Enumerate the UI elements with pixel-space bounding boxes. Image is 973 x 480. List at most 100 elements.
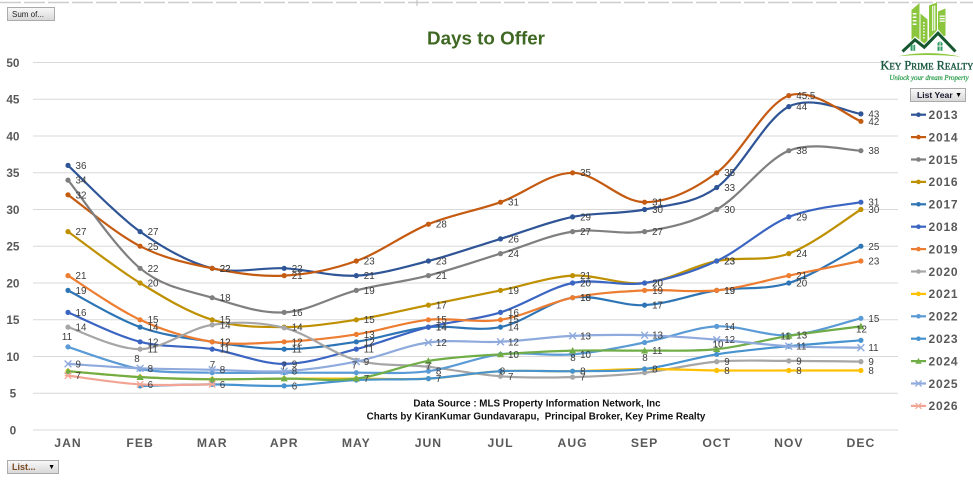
svg-text:22: 22 bbox=[292, 264, 303, 275]
svg-text:27: 27 bbox=[76, 227, 87, 238]
svg-text:30: 30 bbox=[652, 205, 663, 216]
svg-text:2017: 2017 bbox=[929, 198, 959, 212]
svg-text:31: 31 bbox=[508, 198, 519, 209]
svg-text:23: 23 bbox=[868, 257, 879, 268]
svg-text:8: 8 bbox=[642, 353, 648, 364]
svg-text:11: 11 bbox=[292, 345, 302, 356]
svg-text:9: 9 bbox=[76, 359, 81, 370]
svg-text:14: 14 bbox=[724, 322, 735, 333]
svg-text:7: 7 bbox=[436, 374, 441, 385]
svg-text:8: 8 bbox=[220, 365, 226, 376]
svg-text:28: 28 bbox=[436, 220, 447, 231]
svg-text:32: 32 bbox=[76, 190, 87, 201]
svg-text:2024: 2024 bbox=[929, 354, 959, 368]
svg-text:9: 9 bbox=[724, 357, 729, 368]
svg-text:7: 7 bbox=[364, 374, 369, 385]
svg-text:Unlock your dream Property: Unlock your dream Property bbox=[889, 75, 969, 82]
svg-text:2020: 2020 bbox=[929, 265, 959, 279]
svg-text:11: 11 bbox=[148, 345, 158, 356]
svg-text:14: 14 bbox=[292, 323, 303, 334]
svg-text:DEC: DEC bbox=[847, 436, 876, 450]
svg-text:40: 40 bbox=[6, 129, 20, 143]
svg-text:11: 11 bbox=[62, 332, 72, 343]
svg-text:MAY: MAY bbox=[342, 436, 371, 450]
svg-text:25: 25 bbox=[868, 242, 879, 253]
svg-text:24: 24 bbox=[796, 249, 807, 260]
svg-text:36: 36 bbox=[76, 161, 87, 172]
svg-text:38: 38 bbox=[868, 146, 879, 157]
svg-text:JAN: JAN bbox=[54, 436, 81, 450]
svg-text:11: 11 bbox=[652, 346, 662, 357]
svg-text:20: 20 bbox=[6, 276, 20, 290]
svg-text:31: 31 bbox=[652, 198, 663, 209]
svg-text:Charts by KiranKumar Gundavara: Charts by KiranKumar Gundavarapu, Princi… bbox=[367, 412, 706, 423]
svg-text:16: 16 bbox=[76, 308, 87, 319]
svg-text:FEB: FEB bbox=[126, 436, 153, 450]
svg-text:21: 21 bbox=[436, 271, 447, 282]
svg-text:8: 8 bbox=[436, 367, 442, 378]
svg-text:29: 29 bbox=[580, 212, 591, 223]
svg-text:2021: 2021 bbox=[929, 287, 959, 301]
svg-text:25: 25 bbox=[6, 240, 20, 254]
svg-text:6: 6 bbox=[220, 380, 226, 391]
svg-text:30: 30 bbox=[868, 205, 879, 216]
svg-text:22: 22 bbox=[148, 264, 159, 275]
svg-text:21: 21 bbox=[796, 271, 807, 282]
svg-text:13: 13 bbox=[796, 331, 807, 342]
svg-text:45: 45 bbox=[6, 93, 20, 107]
svg-text:APR: APR bbox=[270, 436, 299, 450]
svg-text:AUG: AUG bbox=[558, 436, 588, 450]
svg-text:21: 21 bbox=[364, 271, 375, 282]
svg-text:2018: 2018 bbox=[929, 220, 959, 234]
svg-text:Data Source : MLS Property Inf: Data Source : MLS Property Information N… bbox=[413, 399, 661, 410]
svg-text:14: 14 bbox=[508, 323, 519, 334]
svg-text:31: 31 bbox=[868, 198, 879, 209]
svg-text:SEP: SEP bbox=[631, 436, 658, 450]
svg-text:29: 29 bbox=[796, 212, 807, 223]
svg-text:24: 24 bbox=[508, 249, 519, 260]
svg-text:2025: 2025 bbox=[929, 377, 959, 391]
svg-text:19: 19 bbox=[724, 286, 735, 297]
svg-text:8: 8 bbox=[570, 353, 576, 364]
svg-text:11: 11 bbox=[220, 345, 230, 356]
svg-text:38: 38 bbox=[796, 146, 807, 157]
svg-text:2016: 2016 bbox=[929, 175, 959, 189]
svg-text:30: 30 bbox=[6, 203, 20, 217]
svg-text:14: 14 bbox=[436, 323, 447, 334]
svg-text:2014: 2014 bbox=[929, 130, 959, 144]
svg-text:12: 12 bbox=[364, 337, 375, 348]
svg-text:26: 26 bbox=[508, 234, 519, 245]
svg-text:2026: 2026 bbox=[929, 399, 959, 413]
svg-text:15: 15 bbox=[148, 315, 159, 326]
svg-text:6: 6 bbox=[292, 381, 298, 392]
svg-text:35: 35 bbox=[580, 168, 591, 179]
svg-text:19: 19 bbox=[76, 286, 87, 297]
svg-text:0: 0 bbox=[10, 423, 17, 437]
svg-text:13: 13 bbox=[652, 331, 663, 342]
svg-text:MAR: MAR bbox=[197, 436, 228, 450]
svg-text:JUN: JUN bbox=[415, 436, 442, 450]
svg-text:44: 44 bbox=[796, 102, 807, 113]
svg-text:7: 7 bbox=[210, 360, 215, 371]
svg-text:2015: 2015 bbox=[929, 153, 959, 167]
svg-text:14: 14 bbox=[436, 323, 447, 334]
svg-text:19: 19 bbox=[724, 286, 735, 297]
svg-text:8: 8 bbox=[868, 366, 874, 377]
svg-text:9: 9 bbox=[796, 356, 801, 367]
svg-text:OCT: OCT bbox=[702, 436, 731, 450]
svg-text:JUL: JUL bbox=[487, 436, 513, 450]
svg-text:50: 50 bbox=[6, 56, 20, 70]
svg-text:16: 16 bbox=[292, 308, 303, 319]
svg-text:2023: 2023 bbox=[929, 332, 959, 346]
svg-text:11: 11 bbox=[796, 342, 806, 353]
svg-text:35: 35 bbox=[724, 168, 735, 179]
svg-text:15: 15 bbox=[6, 313, 20, 327]
svg-text:7: 7 bbox=[352, 361, 357, 372]
svg-text:11: 11 bbox=[364, 345, 374, 356]
svg-text:14: 14 bbox=[220, 320, 231, 331]
svg-text:6: 6 bbox=[148, 380, 154, 391]
svg-text:8: 8 bbox=[148, 364, 154, 375]
svg-text:12: 12 bbox=[724, 335, 735, 346]
svg-text:8: 8 bbox=[292, 367, 298, 378]
svg-text:15: 15 bbox=[364, 315, 375, 326]
